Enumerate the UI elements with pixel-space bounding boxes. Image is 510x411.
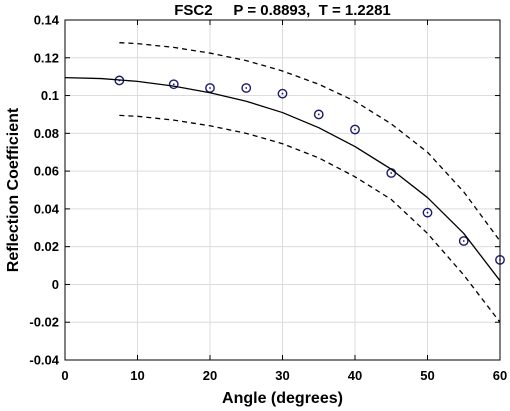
- data-point-ring: [422, 207, 433, 218]
- data-point: [313, 109, 324, 120]
- chart-title: FSC2 P = 0.8893, T = 1.2281: [174, 2, 391, 19]
- data-point-ring: [350, 124, 360, 135]
- data-point-ring: [313, 109, 324, 120]
- data-point: [168, 79, 179, 90]
- data-point: [422, 207, 433, 218]
- fit-curve-line: [64, 76, 501, 282]
- y-tick-label: 0.02: [34, 239, 59, 254]
- y-tick-label: 0.04: [34, 201, 60, 216]
- data-point-dot: [245, 87, 248, 89]
- data-point-dot: [354, 128, 356, 131]
- data-point-dot: [317, 113, 320, 116]
- data-point-ring: [458, 236, 469, 246]
- x-tick-label: 10: [130, 368, 144, 383]
- y-tick-label: 0.1: [41, 88, 59, 103]
- data-point: [458, 236, 469, 246]
- data-point: [241, 83, 252, 93]
- y-tick-label: 0.12: [34, 50, 59, 65]
- series-layer: [64, 42, 505, 323]
- data-point-dot: [390, 172, 393, 174]
- grid-layer: [65, 20, 500, 360]
- data-point-ring: [168, 79, 179, 90]
- data-point-ring: [277, 88, 288, 99]
- x-axis-label: Angle (degrees): [222, 390, 343, 407]
- y-tick-label: -0.04: [29, 353, 59, 368]
- data-point: [350, 124, 360, 135]
- x-tick-label: 50: [420, 368, 434, 383]
- y-tick-label: 0.06: [34, 164, 59, 179]
- y-tick-label: 0.08: [34, 126, 59, 141]
- x-tick-label: 30: [275, 368, 289, 383]
- x-tick-label: 60: [493, 368, 507, 383]
- x-tick-label: 40: [348, 368, 362, 383]
- data-point-dot: [209, 87, 211, 89]
- y-axis-label: Reflection Coefficient: [5, 107, 22, 272]
- confidence-bound-line: [119, 114, 501, 323]
- data-point: [386, 168, 397, 178]
- confidence-bound-line: [119, 42, 501, 242]
- x-tick-label: 0: [61, 368, 68, 383]
- data-point-dot: [172, 83, 175, 86]
- data-point-dot: [426, 211, 429, 214]
- y-tick-label: -0.02: [29, 315, 59, 330]
- data-points: [114, 75, 505, 265]
- data-point-dot: [462, 240, 465, 242]
- data-point-dot: [281, 92, 284, 95]
- data-point-ring: [241, 83, 252, 93]
- tick-layer: 0 10 20 30 40 50 60 -0.04 -0.02 0 0.02 0.04 0.06 0.08…: [29, 13, 507, 384]
- y-tick-label: 0.14: [34, 13, 60, 28]
- y-tick-label: 0: [52, 277, 59, 292]
- x-tick-label: 20: [203, 368, 217, 383]
- data-point: [277, 88, 288, 99]
